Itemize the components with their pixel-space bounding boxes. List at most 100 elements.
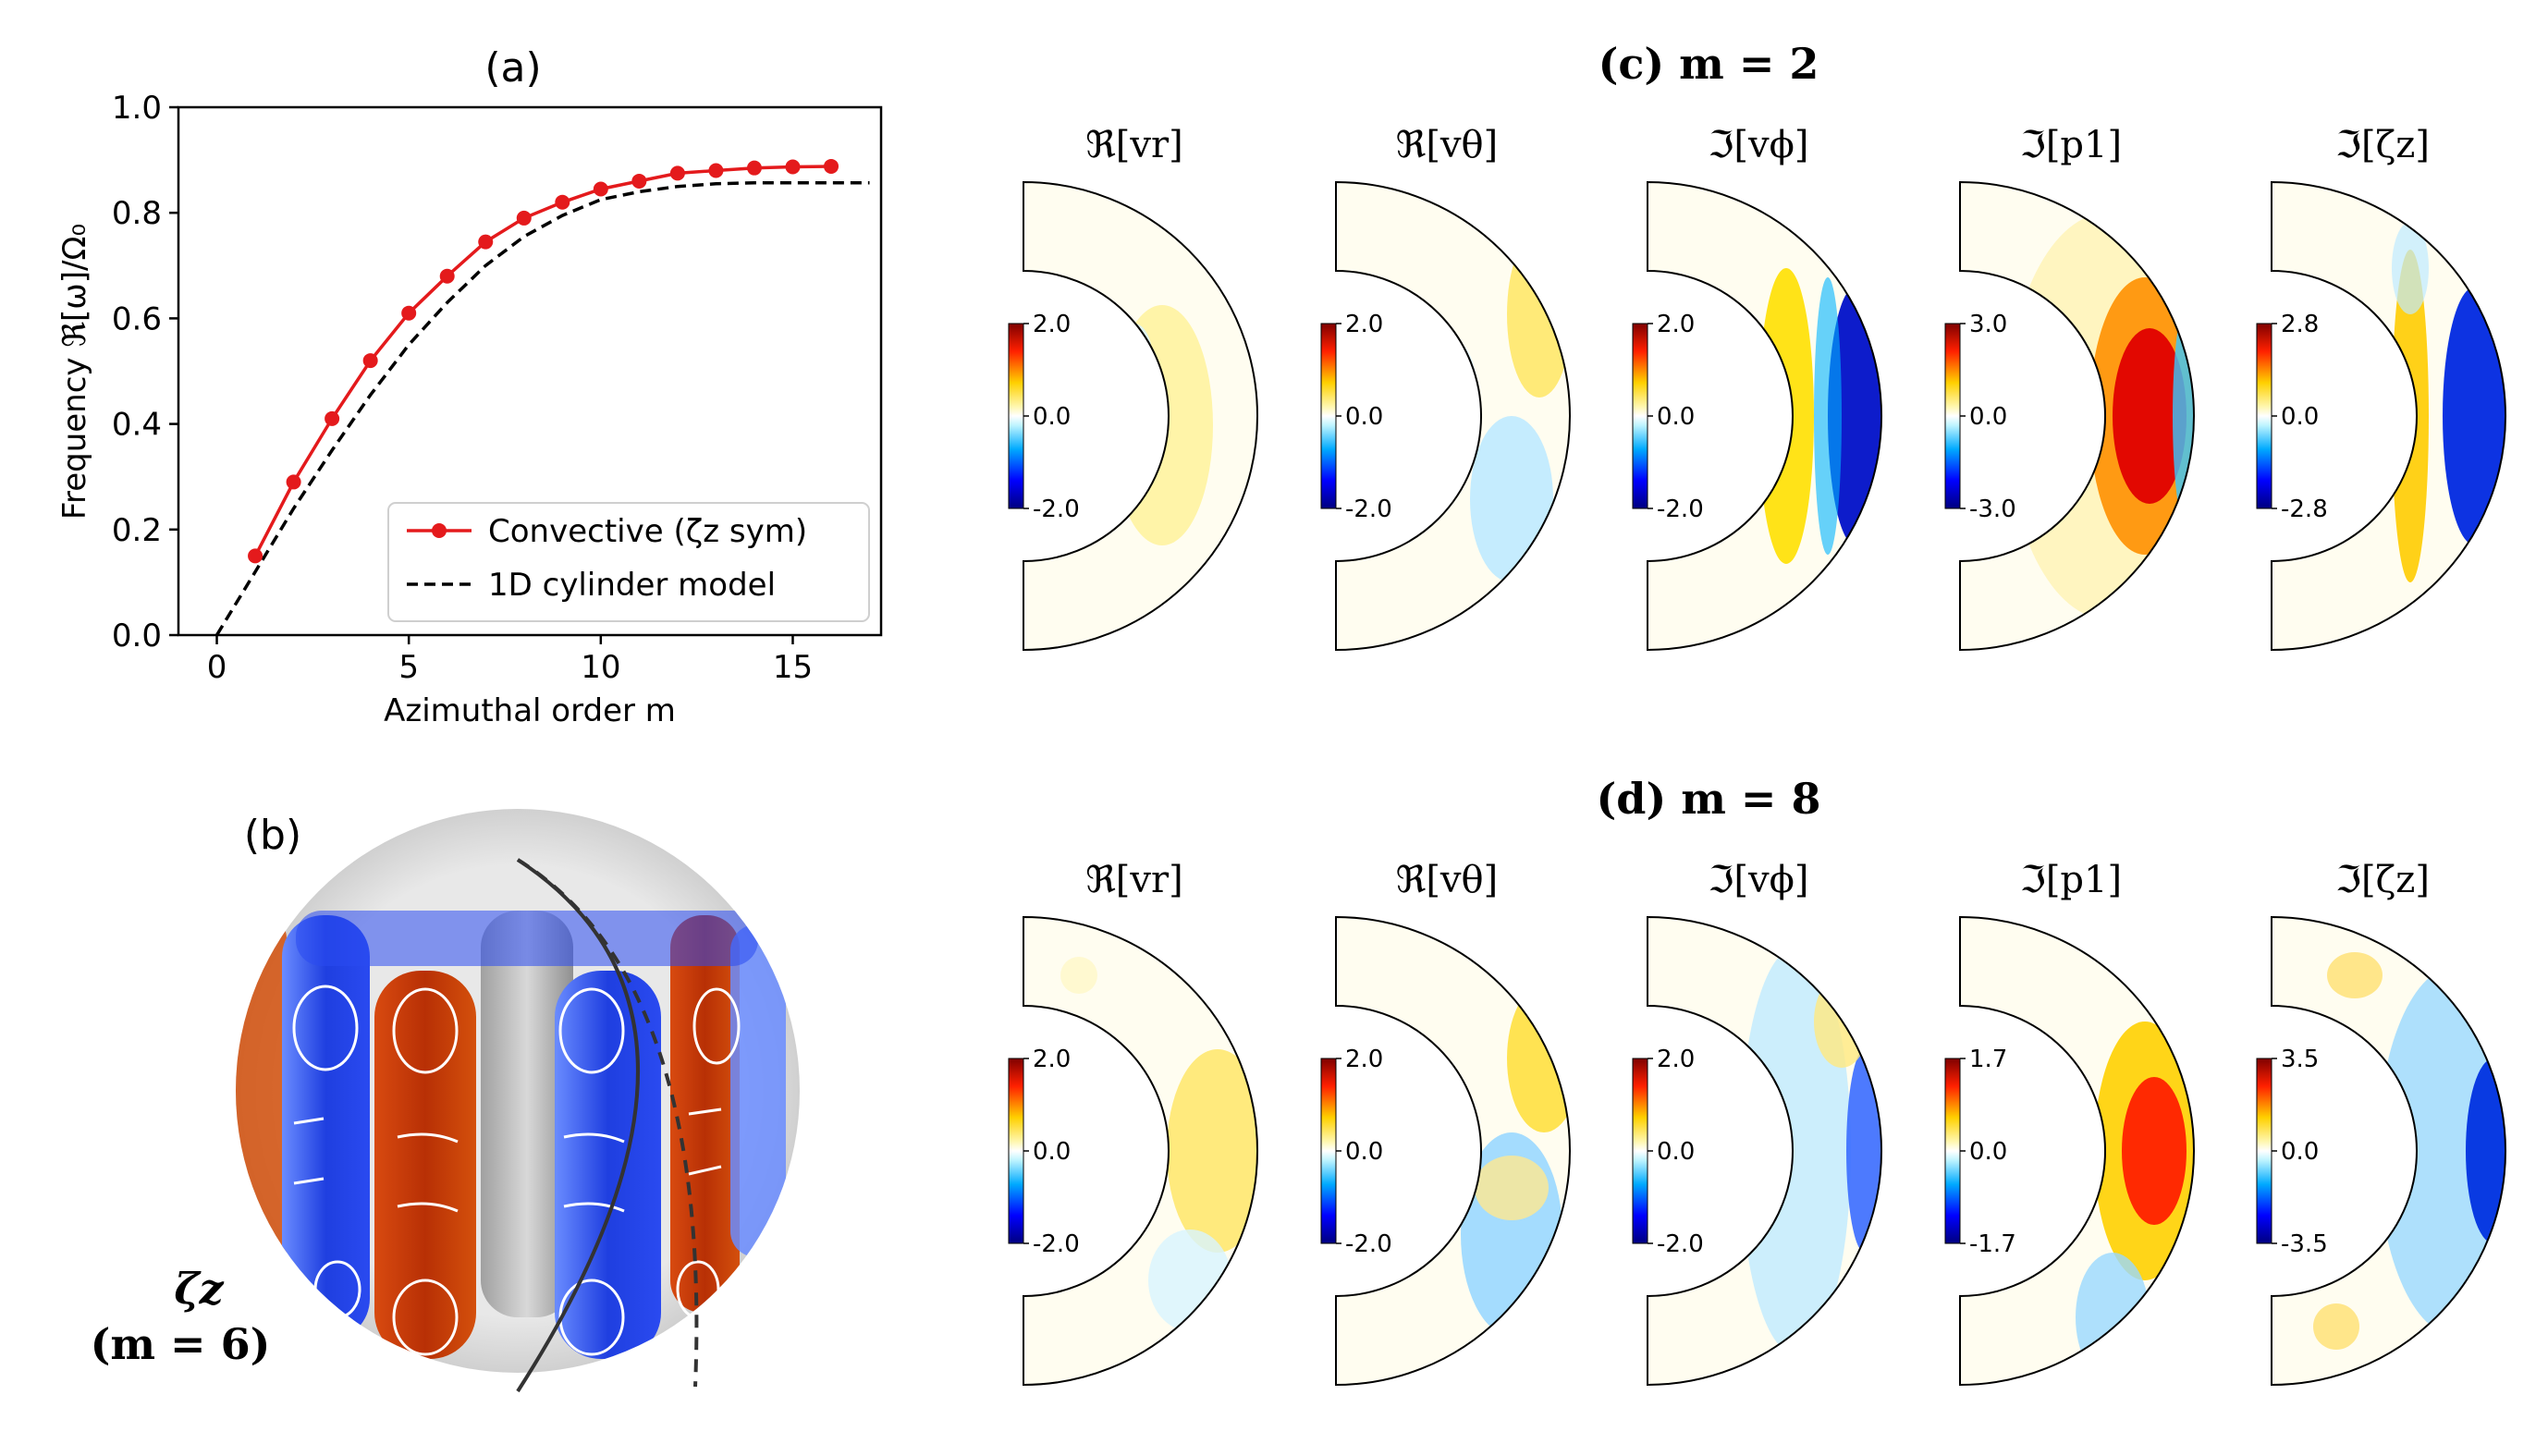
data-point (785, 159, 801, 175)
flow-arrows (292, 985, 741, 1356)
colorbar (1008, 323, 1024, 509)
annulus-outline (1959, 915, 2195, 1387)
field-maps: ℜ[vr] 2.0 0.0 -2.0 ℜ[vθ] 2.0 0.0 -2.0 ℑ[vϕ] 2.0 0.… (1008, 124, 2506, 1387)
caption-m6: (m = 6) (91, 1319, 271, 1369)
field-map: ℜ[vr] 2.0 0.0 -2.0 (1008, 859, 1258, 1387)
vorticity-bands (236, 911, 786, 1359)
colorbar-label: 2.0 (1033, 311, 1071, 338)
field-pattern (1740, 948, 1881, 1354)
map-title: ℑ[vϕ] (1709, 859, 1809, 901)
data-point (286, 474, 301, 490)
annulus-outline (1647, 180, 1882, 652)
series-points (248, 158, 839, 564)
annulus-outline (2271, 180, 2506, 652)
colorbar-label: -2.0 (1033, 1230, 1080, 1258)
field-map: ℜ[vθ] 2.0 0.0 -2.0 (1320, 859, 1571, 1387)
data-point (362, 353, 378, 369)
colorbar-label: 2.0 (1657, 1046, 1695, 1073)
x-tick-label: 5 (398, 649, 419, 686)
panel-d-label: (d) m = 8 (1597, 774, 1821, 824)
colorbar-label: 2.0 (1657, 311, 1695, 338)
colorbar-label: 1.7 (1969, 1046, 2007, 1073)
colorbar-label: 0.0 (2281, 403, 2319, 431)
data-point (439, 268, 455, 284)
map-title: ℜ[vθ] (1396, 124, 1498, 166)
map-title: ℜ[vr] (1085, 859, 1183, 901)
meridian-solid (516, 858, 640, 1393)
y-axis-label: Frequency ℜ[ω]/Ω₀ (56, 224, 93, 520)
colorbar-label: 3.5 (2281, 1046, 2319, 1073)
colorbar (2256, 323, 2272, 509)
field-map: ℜ[vr] 2.0 0.0 -2.0 (1008, 124, 1258, 652)
field-pattern (2006, 213, 2194, 619)
plot-frame (177, 105, 883, 637)
field-map: ℑ[vϕ] 2.0 0.0 -2.0 (1632, 859, 1882, 1387)
map-title: ℜ[vθ] (1396, 859, 1498, 901)
data-point (248, 548, 263, 564)
colorbar-label: -2.0 (1345, 1230, 1392, 1258)
colorbar-label: 0.0 (1969, 403, 2007, 431)
y-tick-label: 0.0 (112, 618, 162, 655)
panel-c-label: (c) m = 2 (1599, 39, 1819, 89)
colorbar-label: 0.0 (1345, 1138, 1383, 1166)
y-tick-label: 0.6 (112, 300, 162, 337)
data-point (325, 410, 340, 426)
colorbar-label: 3.0 (1969, 311, 2007, 338)
panel-a-label: (a) (484, 44, 541, 92)
series-lines (215, 165, 870, 636)
colorbar-label: -3.5 (2281, 1230, 2328, 1258)
annulus-outline (1647, 915, 1882, 1387)
colorbar-label: -3.0 (1969, 496, 2016, 523)
x-tick-label: 0 (207, 649, 227, 686)
colorbar (1320, 323, 1337, 509)
colorbar-label: 2.0 (1345, 311, 1383, 338)
legend-marker-convective (432, 523, 447, 538)
colorbar-label: 2.0 (1345, 1046, 1383, 1073)
data-point (401, 305, 417, 321)
legend-entry-convective: Convective (ζz sym) (488, 513, 807, 550)
y-tick-label: 0.2 (112, 512, 162, 549)
colorbar-label: 0.0 (1657, 1138, 1695, 1166)
legend-box (387, 502, 870, 622)
map-title: ℜ[vr] (1085, 124, 1183, 166)
x-tick-label: 15 (773, 649, 813, 686)
field-map: ℑ[p1] 3.0 0.0 -3.0 (1944, 124, 2195, 652)
map-title: ℑ[p1] (2020, 859, 2122, 901)
map-title: ℑ[p1] (2020, 124, 2122, 166)
colorbar-label: 2.8 (2281, 311, 2319, 338)
colorbar-label: 2.0 (1033, 1046, 1071, 1073)
map-title: ℑ[ζz] (2335, 124, 2430, 166)
panel-b-sphere: (b) ζz (m = (91, 809, 800, 1393)
series-line-0 (253, 165, 832, 557)
colorbar-label: -2.0 (1657, 496, 1704, 523)
annulus-outline (1335, 180, 1571, 652)
field-map: ℑ[p1] 1.7 0.0 -1.7 (1944, 859, 2195, 1387)
data-point (824, 158, 839, 174)
colorbar-label: -2.0 (1657, 1230, 1704, 1258)
annulus-outline (1959, 180, 2195, 652)
field-map: ℜ[vθ] 2.0 0.0 -2.0 (1320, 124, 1571, 652)
annulus-outline (2271, 915, 2506, 1387)
data-point (669, 165, 685, 181)
data-point (555, 194, 570, 210)
colorbar (1632, 323, 1648, 509)
y-tick-label: 1.0 (112, 90, 162, 127)
panel-b-label: (b) (244, 812, 301, 859)
colorbar (2256, 1058, 2272, 1244)
colorbar (1944, 1058, 1961, 1244)
data-point (708, 163, 724, 178)
meridian-dashed (516, 858, 699, 1388)
field-map: ℑ[vϕ] 2.0 0.0 -2.0 (1632, 124, 1882, 652)
x-axis-label: Azimuthal order m (384, 692, 676, 729)
annulus-fill (2272, 182, 2505, 650)
colorbar (1008, 1058, 1024, 1244)
annulus-outline (1023, 180, 1258, 652)
data-point (746, 160, 762, 176)
caption-zeta: ζz (174, 1264, 224, 1314)
colorbar-label: 0.0 (1345, 403, 1383, 431)
axis-ticks: 0 5 10 15 0.0 0.2 0.4 0.6 0.8 1.0 (112, 90, 813, 686)
colorbar-label: -1.7 (1969, 1230, 2016, 1258)
annulus-outline (1023, 915, 1258, 1387)
map-title: ℑ[vϕ] (1709, 124, 1809, 166)
